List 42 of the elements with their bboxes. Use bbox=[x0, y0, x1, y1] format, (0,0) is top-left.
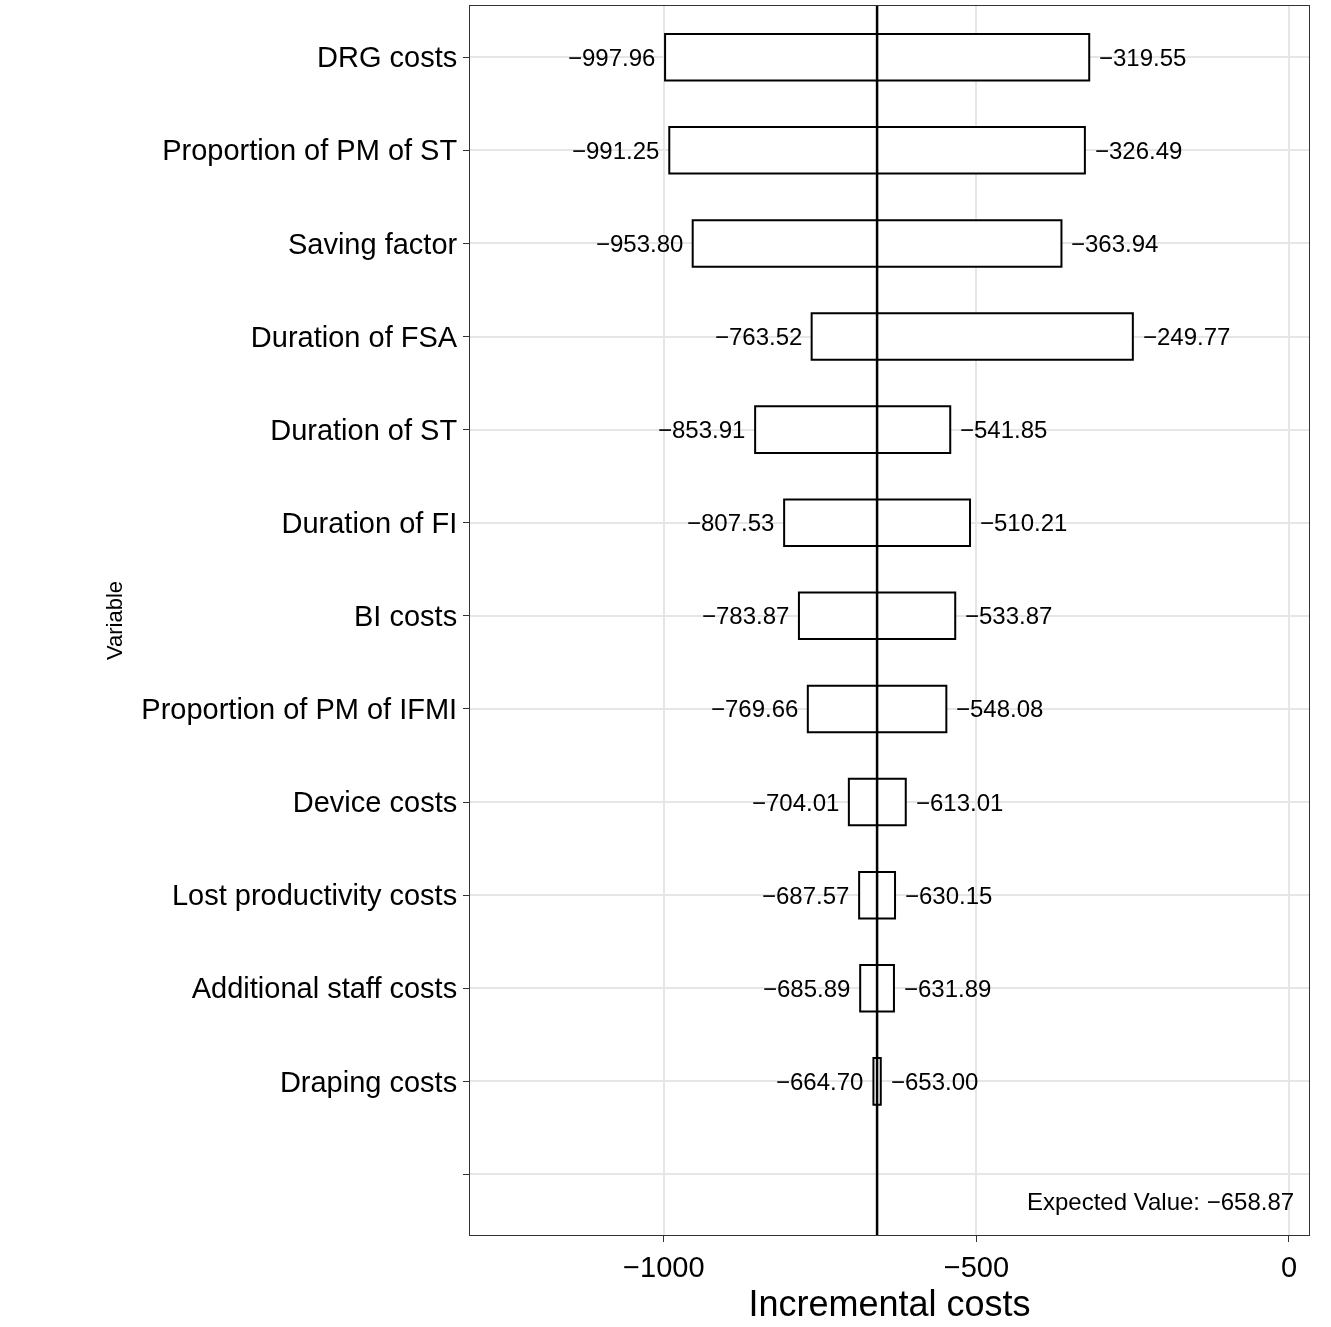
annotation: −953.80 bbox=[596, 230, 684, 257]
annotation: −783.87 bbox=[702, 602, 790, 629]
annotation: −997.96 bbox=[568, 44, 656, 71]
y-tick-label: Duration of ST bbox=[270, 413, 458, 446]
y-tick-label: Proportion of PM of ST bbox=[162, 134, 458, 167]
annotation: −510.21 bbox=[980, 509, 1068, 536]
x-tick-label: 0 bbox=[1280, 1250, 1298, 1283]
annotation: −704.01 bbox=[752, 789, 840, 816]
y-tick-label: Additional staff costs bbox=[191, 972, 458, 1005]
annotation: −326.49 bbox=[1095, 137, 1183, 164]
y-tick-label: Proportion of PM of IFMI bbox=[141, 693, 458, 726]
annotation: −630.15 bbox=[905, 882, 993, 909]
annotation: −664.70 bbox=[776, 1068, 864, 1095]
x-tick-label: −1000 bbox=[623, 1250, 705, 1283]
annotation: −613.01 bbox=[916, 789, 1004, 816]
x-axis-title: Incremental costs bbox=[748, 1282, 1031, 1324]
annotation: −533.87 bbox=[965, 602, 1053, 629]
y-tick-label: Lost productivity costs bbox=[171, 879, 458, 912]
y-tick-label: Duration of FI bbox=[281, 506, 458, 539]
annotation: −541.85 bbox=[960, 416, 1048, 443]
y-axis-title: Variable bbox=[102, 580, 128, 661]
annotation: −763.52 bbox=[715, 323, 803, 350]
annotation: −807.53 bbox=[687, 509, 775, 536]
y-tick-label: DRG costs bbox=[317, 41, 458, 74]
annotation: −687.57 bbox=[762, 882, 850, 909]
annotation: −653.00 bbox=[891, 1068, 979, 1095]
annotation: −853.91 bbox=[658, 416, 746, 443]
annotation: −363.94 bbox=[1071, 230, 1159, 257]
annotation: −991.25 bbox=[572, 137, 660, 164]
annotation: −548.08 bbox=[956, 695, 1044, 722]
y-tick-label: Duration of FSA bbox=[250, 320, 458, 353]
x-tick-label: −500 bbox=[943, 1250, 1010, 1283]
y-tick-label: Draping costs bbox=[279, 1065, 458, 1098]
annotation: −685.89 bbox=[763, 975, 851, 1002]
annotation: −769.66 bbox=[711, 695, 799, 722]
y-tick-label: Device costs bbox=[292, 786, 458, 819]
y-tick-label: BI costs bbox=[354, 599, 458, 632]
annotation: −249.77 bbox=[1143, 323, 1231, 350]
annotation: Expected Value: −658.87 bbox=[1027, 1188, 1295, 1215]
annotation: −319.55 bbox=[1099, 44, 1187, 71]
y-tick-label: Saving factor bbox=[287, 227, 458, 260]
annotation: −631.89 bbox=[904, 975, 992, 1002]
